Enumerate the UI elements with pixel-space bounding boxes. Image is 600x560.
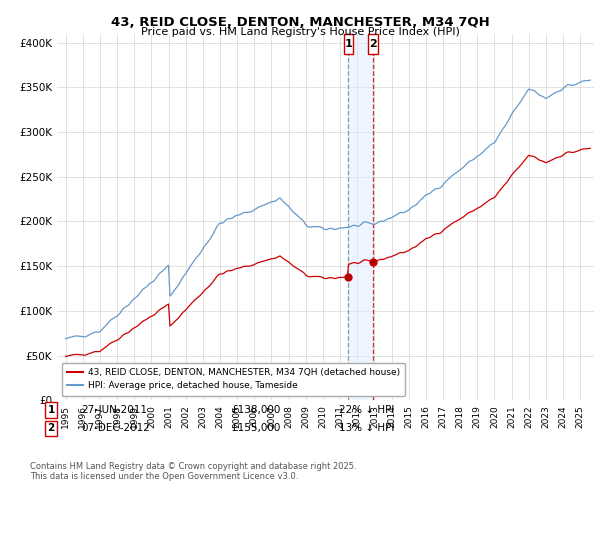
Text: 27-JUN-2011: 27-JUN-2011: [81, 405, 147, 415]
Text: 13% ↓ HPI: 13% ↓ HPI: [339, 423, 394, 433]
Text: 2: 2: [47, 423, 55, 433]
Text: Contains HM Land Registry data © Crown copyright and database right 2025.
This d: Contains HM Land Registry data © Crown c…: [30, 462, 356, 482]
Bar: [368, 35, 378, 54]
Text: 22% ↓ HPI: 22% ↓ HPI: [339, 405, 394, 415]
Bar: [349, 34, 373, 400]
Text: £138,000: £138,000: [231, 405, 280, 415]
Legend: 43, REID CLOSE, DENTON, MANCHESTER, M34 7QH (detached house), HPI: Average price: 43, REID CLOSE, DENTON, MANCHESTER, M34 …: [62, 362, 405, 396]
Bar: [344, 35, 353, 54]
Text: 1: 1: [47, 405, 55, 415]
Text: 2: 2: [369, 39, 377, 49]
Text: £155,000: £155,000: [231, 423, 280, 433]
Text: 07-DEC-2012: 07-DEC-2012: [81, 423, 150, 433]
Text: Price paid vs. HM Land Registry's House Price Index (HPI): Price paid vs. HM Land Registry's House …: [140, 27, 460, 37]
Text: 43, REID CLOSE, DENTON, MANCHESTER, M34 7QH: 43, REID CLOSE, DENTON, MANCHESTER, M34 …: [110, 16, 490, 29]
Text: 1: 1: [344, 39, 352, 49]
